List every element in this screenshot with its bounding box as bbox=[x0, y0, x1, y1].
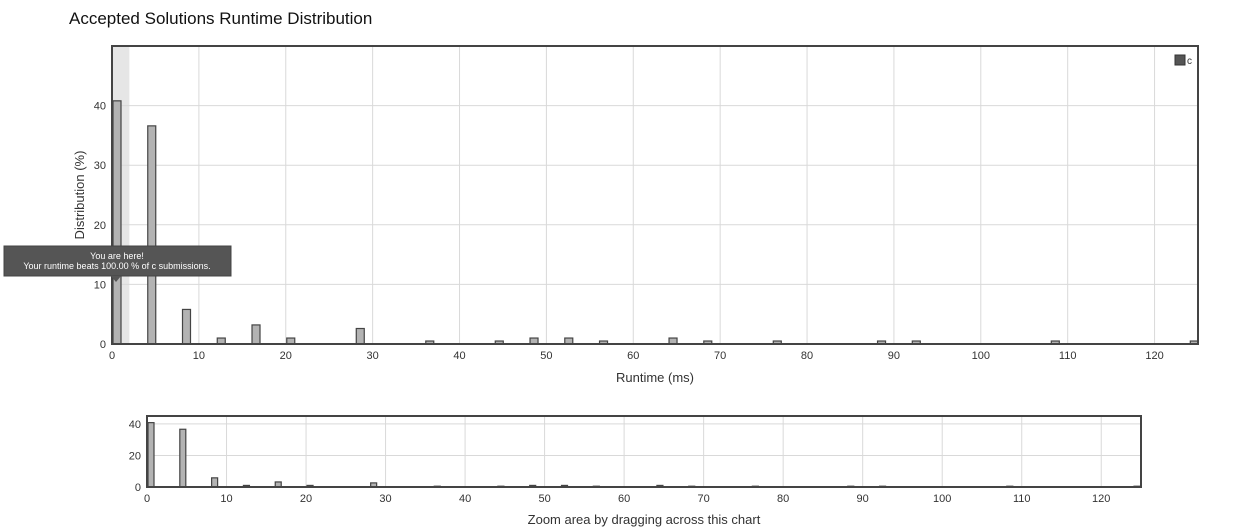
y-tick-label: 0 bbox=[100, 339, 106, 351]
x-tick-label: 70 bbox=[698, 493, 710, 505]
main-chart[interactable]: 0 10 20 30 40 50 60 70 80 90 100 110 120 0 10 20 30 40 Run… bbox=[3, 45, 1199, 385]
x-tick-label: 30 bbox=[379, 493, 391, 505]
x-tick-label: 120 bbox=[1092, 493, 1110, 505]
x-tick-label: 50 bbox=[538, 493, 550, 505]
x-tick-label: 50 bbox=[540, 350, 552, 362]
bar[interactable] bbox=[147, 125, 157, 345]
x-tick-label: 40 bbox=[459, 493, 471, 505]
bar[interactable] bbox=[179, 428, 187, 488]
x-tick-label: 80 bbox=[777, 493, 789, 505]
y-tick-label: 10 bbox=[94, 279, 106, 291]
legend[interactable]: c bbox=[1174, 54, 1192, 67]
x-tick-label: 60 bbox=[627, 350, 639, 362]
y-tick-label: 40 bbox=[129, 419, 141, 431]
y-tick-label: 30 bbox=[94, 160, 106, 172]
page-title: Accepted Solutions Runtime Distribution bbox=[69, 9, 373, 28]
plot-border bbox=[146, 415, 1142, 488]
x-tick-label: 120 bbox=[1145, 350, 1163, 362]
x-tick-label: 20 bbox=[280, 350, 292, 362]
x-tick-label: 60 bbox=[618, 493, 630, 505]
bar[interactable] bbox=[211, 477, 219, 488]
bar[interactable] bbox=[181, 308, 192, 345]
x-tick-label: 110 bbox=[1059, 350, 1077, 362]
x-tick-label: 0 bbox=[109, 350, 115, 362]
y-tick-label: 0 bbox=[135, 482, 141, 494]
x-tick-label: 100 bbox=[972, 350, 990, 362]
x-tick-label: 110 bbox=[1013, 493, 1031, 505]
y-tick-label: 20 bbox=[129, 450, 141, 462]
tooltip: You are here!Your runtime beats 100.00 %… bbox=[3, 245, 232, 282]
x-tick-label: 0 bbox=[144, 493, 150, 505]
x-tick-label: 70 bbox=[714, 350, 726, 362]
x-tick-label: 40 bbox=[453, 350, 465, 362]
x-tick-label: 10 bbox=[220, 493, 232, 505]
tooltip-line2: Your runtime beats 100.00 % of c submiss… bbox=[23, 261, 210, 271]
tooltip-line1: You are here! bbox=[90, 251, 144, 261]
x-axis-title: Zoom area by dragging across this chart bbox=[528, 512, 761, 527]
x-tick-label: 100 bbox=[933, 493, 951, 505]
x-tick-label: 30 bbox=[367, 350, 379, 362]
plot-border bbox=[111, 45, 1199, 345]
bar[interactable] bbox=[112, 100, 122, 345]
y-axis-title: Distribution (%) bbox=[72, 151, 87, 240]
y-tick-label: 40 bbox=[94, 101, 106, 113]
legend-label: c bbox=[1187, 56, 1192, 67]
legend-swatch bbox=[1174, 54, 1186, 66]
bar[interactable] bbox=[355, 327, 365, 345]
x-tick-label: 90 bbox=[857, 493, 869, 505]
x-tick-label: 80 bbox=[801, 350, 813, 362]
bar[interactable] bbox=[251, 324, 261, 345]
navigator-chart[interactable]: 0 10 20 30 40 50 60 70 80 90 100 110 120 0 20 40 Zoom ar… bbox=[129, 415, 1142, 527]
bar[interactable] bbox=[147, 422, 155, 488]
tooltip-pointer bbox=[111, 276, 121, 282]
x-tick-label: 90 bbox=[888, 350, 900, 362]
y-tick-label: 20 bbox=[94, 220, 106, 232]
tooltip-box bbox=[3, 245, 232, 277]
x-axis-title: Runtime (ms) bbox=[616, 370, 694, 385]
x-tick-label: 10 bbox=[193, 350, 205, 362]
x-tick-label: 20 bbox=[300, 493, 312, 505]
